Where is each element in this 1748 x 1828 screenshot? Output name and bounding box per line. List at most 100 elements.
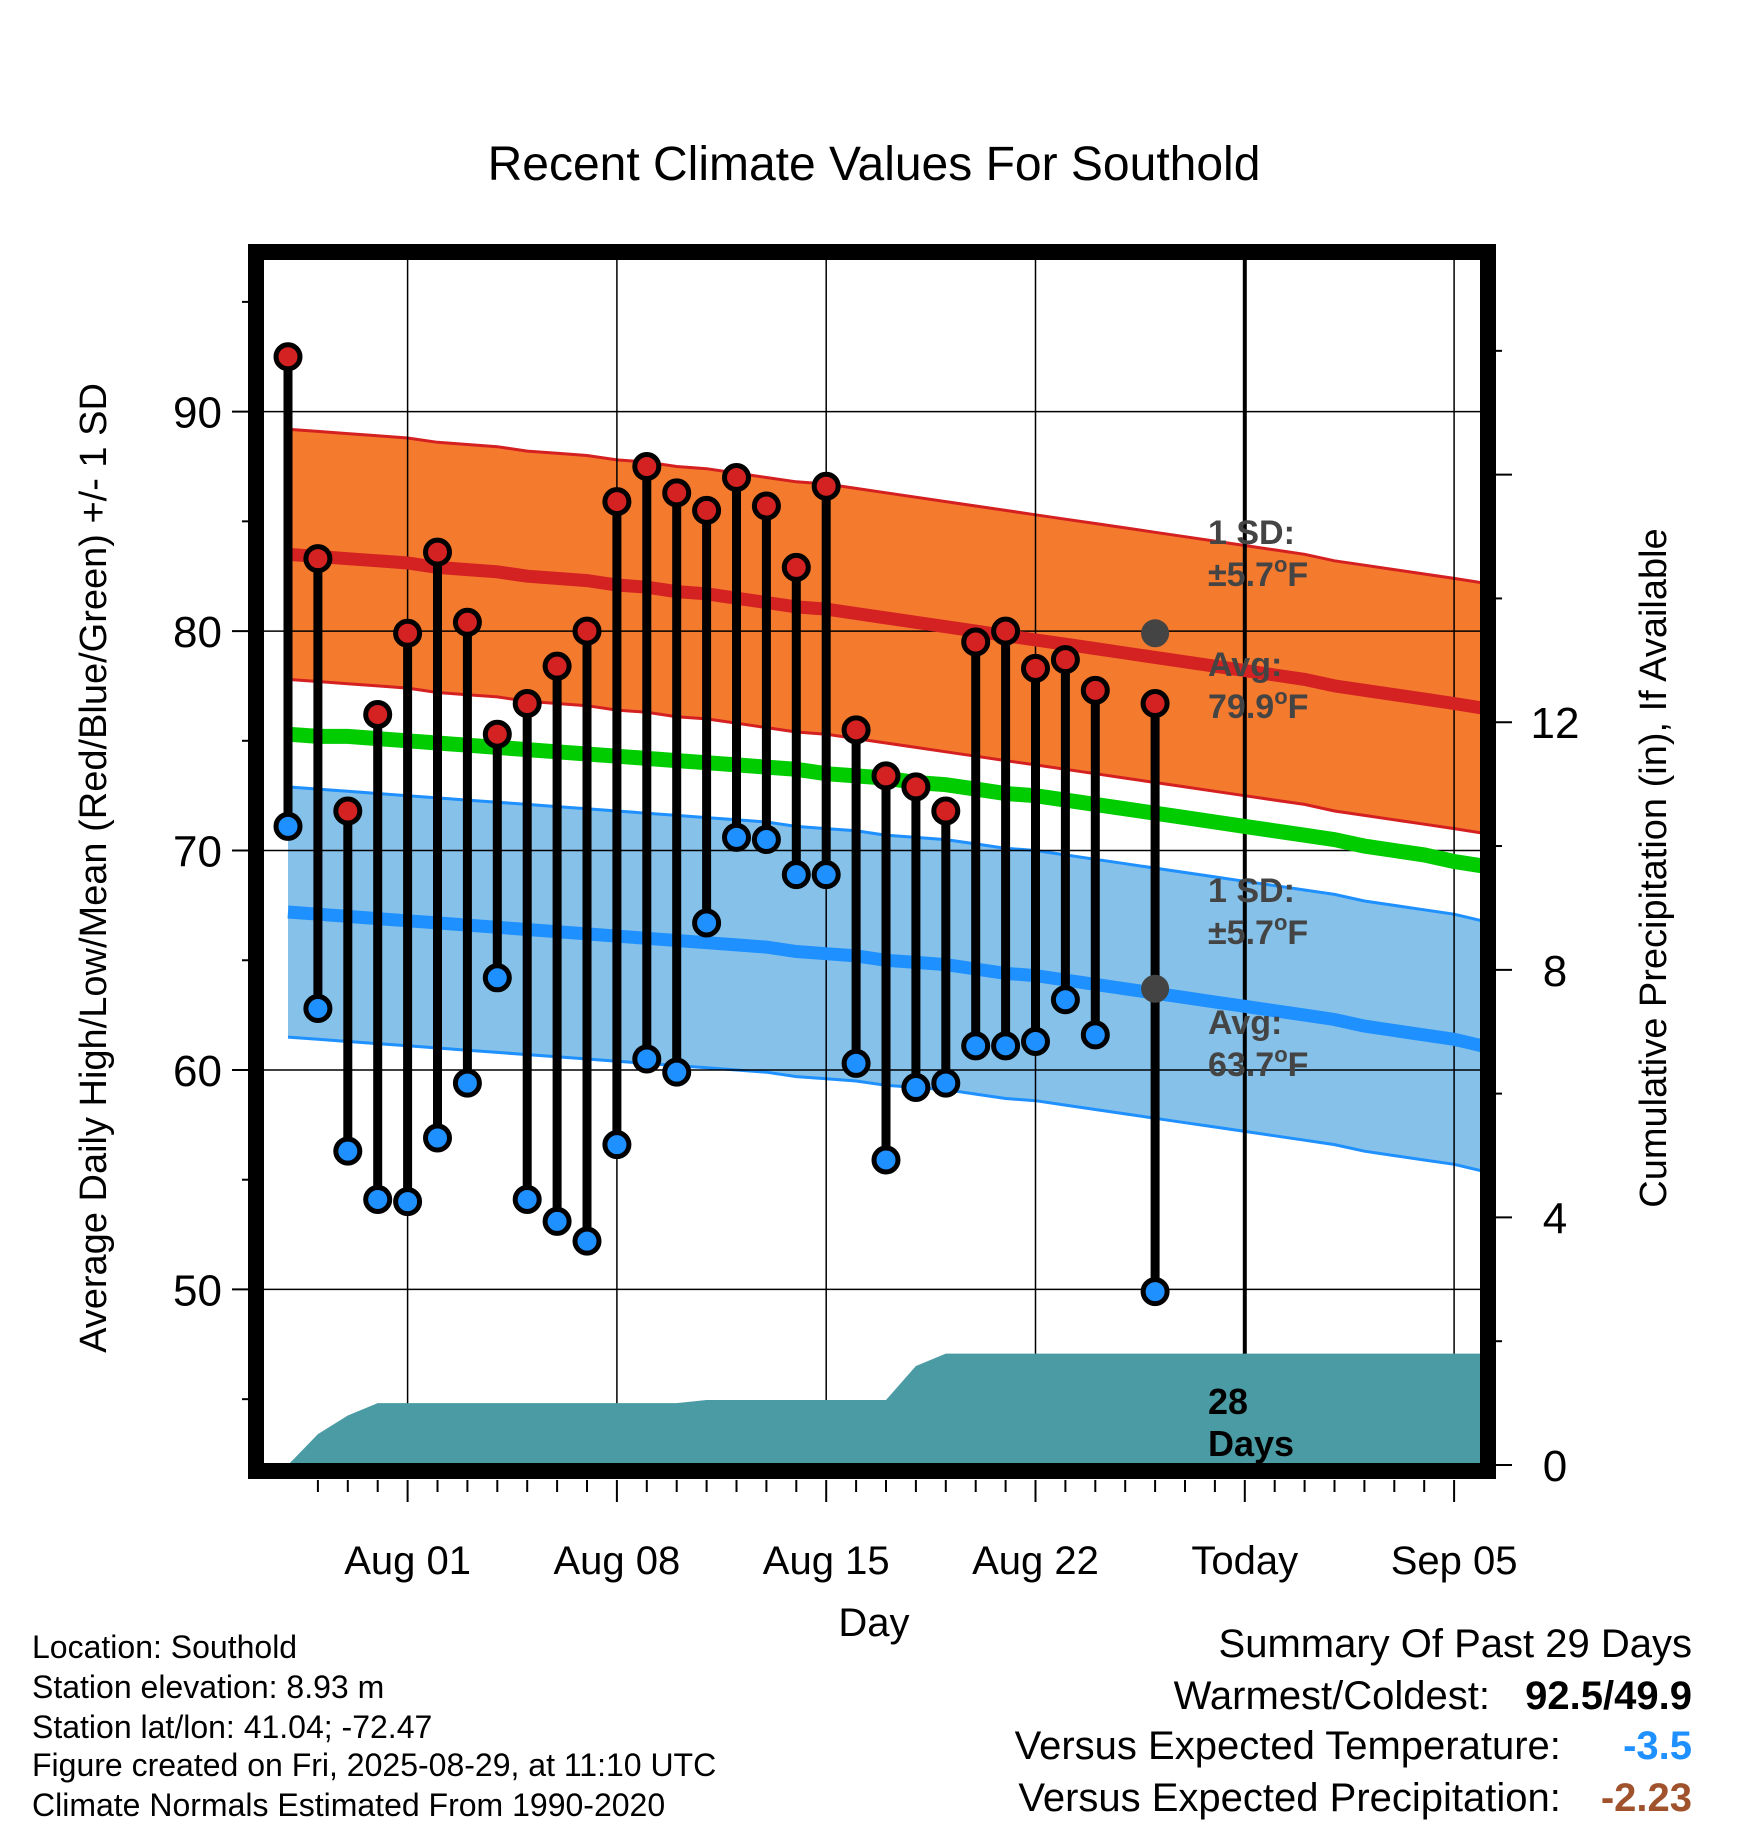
temp-label: Versus Expected Temperature: <box>1014 1724 1561 1768</box>
daily-high-point-12 <box>602 487 632 517</box>
daily-low-point-20 <box>841 1048 871 1078</box>
daily-low-point-13 <box>632 1044 662 1074</box>
daily-low-point-30 <box>1140 1277 1170 1307</box>
daily-high-point-1 <box>273 342 303 372</box>
today-high-avg-marker <box>1141 619 1170 648</box>
daily-high-point-11 <box>572 616 602 646</box>
precip-anomaly-value: -2.23 <box>1600 1776 1692 1820</box>
daily-low-point-21 <box>871 1145 901 1175</box>
high-band-upper <box>287 427 1482 585</box>
daily-high-point-6 <box>423 537 452 567</box>
daily-high-point-23 <box>931 796 961 826</box>
x-tick-label-4: Today <box>1191 1539 1298 1583</box>
precip-label: Versus Expected Precipitation: <box>1018 1776 1561 1820</box>
y2-tick-label-0: 0 <box>1543 1442 1567 1491</box>
daily-high-point-25 <box>991 616 1021 646</box>
y2-tick-label-8: 8 <box>1543 947 1567 996</box>
y2-tick-label-4: 4 <box>1543 1194 1567 1243</box>
low-sd-value: ±5.7oF <box>1208 910 1308 952</box>
warm-cold-separator: / <box>1603 1674 1615 1718</box>
daily-low-point-18 <box>781 860 811 890</box>
daily-high-point-2 <box>303 544 333 574</box>
daily-low-point-26 <box>1021 1026 1050 1056</box>
daily-low-point-1 <box>273 811 303 841</box>
daily-high-point-21 <box>871 761 901 791</box>
temp-anomaly-value: -3.5 <box>1623 1724 1692 1768</box>
chart-title: Recent Climate Values For Southold <box>488 138 1261 191</box>
daily-low-point-3 <box>333 1136 363 1166</box>
daily-high-point-18 <box>781 552 811 582</box>
daily-high-point-8 <box>482 719 512 749</box>
summary-temp: Versus Expected Temperature: -3.5 <box>1015 1722 1692 1770</box>
daily-high-point-9 <box>512 688 542 718</box>
daily-low-point-11 <box>572 1226 602 1256</box>
high-avg-value: 79.9oF <box>1208 684 1308 726</box>
daily-high-point-15 <box>692 495 722 525</box>
low-avg-label: Avg: <box>1208 1004 1282 1042</box>
footer-elevation: Station elevation: 8.93 m <box>32 1669 385 1705</box>
x-tick-label-1: Aug 08 <box>554 1539 681 1583</box>
daily-high-point-10 <box>542 651 572 681</box>
footer-location: Location: Southold <box>32 1629 298 1665</box>
summary-warm-cold: Warmest/Coldest: 92.5/49.9 <box>1174 1672 1692 1720</box>
footer-normals: Climate Normals Estimated From 1990-2020 <box>32 1787 666 1823</box>
daily-high-point-5 <box>393 618 423 648</box>
warm-cold-values: 92.5/49.9 <box>1525 1672 1692 1720</box>
summary-title-text: Summary Of Past 29 Days <box>1218 1622 1692 1666</box>
y2-axis-label: Cumulative Precipitation (in), If Availa… <box>1633 528 1675 1207</box>
daily-high-point-4 <box>363 699 393 729</box>
footer-created: Figure created on Fri, 2025-08-29, at 11… <box>32 1747 717 1783</box>
daily-low-point-16 <box>722 822 751 852</box>
axes: 50 60 70 80 90 0 4 8 12 Aug 01 Aug 08 Aug 15 Aug 22 T… <box>173 300 1580 1583</box>
y-axis-label: Average Daily High/Low/Mean (Red/Blue/Gr… <box>73 383 115 1353</box>
normal-high-line <box>287 547 1482 715</box>
daily-low-point-4 <box>363 1184 393 1214</box>
daily-low-point-27 <box>1050 985 1080 1015</box>
high-sd-value: ±5.7oF <box>1208 552 1308 594</box>
daily-low-point-23 <box>931 1068 961 1098</box>
days-word-label: Days <box>1208 1423 1294 1464</box>
daily-low-point-6 <box>423 1123 452 1153</box>
daily-high-point-14 <box>662 478 692 508</box>
daily-low-point-12 <box>602 1130 632 1160</box>
daily-low-point-8 <box>482 963 512 993</box>
footer-latlon: Station lat/lon: 41.04; -72.47 <box>32 1709 433 1745</box>
y-tick-label-70: 70 <box>173 828 222 877</box>
today-low-avg-marker <box>1141 974 1170 1003</box>
daily-low-point-14 <box>662 1057 692 1087</box>
y-tick-label-90: 90 <box>173 389 222 438</box>
daily-high-point-30 <box>1140 688 1170 718</box>
days-count-label: 28 <box>1208 1381 1248 1422</box>
summary-precip: Versus Expected Precipitation: -2.23 <box>1018 1774 1692 1822</box>
daily-high-point-27 <box>1050 645 1080 675</box>
daily-high-point-28 <box>1080 675 1110 705</box>
daily-low-point-24 <box>961 1031 991 1061</box>
daily-high-point-19 <box>811 471 841 501</box>
daily-low-point-7 <box>452 1068 482 1098</box>
precip-area <box>288 1353 1482 1465</box>
x-tick-label-3: Aug 22 <box>972 1539 1099 1583</box>
daily-high-point-24 <box>961 627 991 657</box>
low-avg-value: 63.7oF <box>1208 1042 1308 1084</box>
daily-low-point-15 <box>692 908 722 938</box>
x-axis-label: Day <box>838 1601 909 1645</box>
y2-tick-label-12: 12 <box>1531 699 1580 748</box>
daily-low-point-22 <box>901 1073 931 1103</box>
y-tick-label-80: 80 <box>173 608 222 657</box>
daily-low-point-25 <box>991 1031 1021 1061</box>
daily-high-point-7 <box>452 607 482 637</box>
precip-cumulative-area <box>288 1353 1482 1465</box>
daily-high-point-16 <box>722 462 751 492</box>
warm-cold-label: Warmest/Coldest: <box>1173 1674 1491 1718</box>
daily-low-point-9 <box>512 1184 542 1214</box>
x-tick-label-0: Aug 01 <box>344 1539 471 1583</box>
high-sd-label: 1 SD: <box>1208 514 1295 552</box>
daily-high-point-13 <box>632 451 662 481</box>
y-tick-label-60: 60 <box>173 1047 222 1096</box>
y-tick-label-50: 50 <box>173 1266 222 1315</box>
daily-low-point-2 <box>303 994 333 1024</box>
daily-high-point-20 <box>841 715 871 745</box>
plot-border <box>248 244 1496 1479</box>
